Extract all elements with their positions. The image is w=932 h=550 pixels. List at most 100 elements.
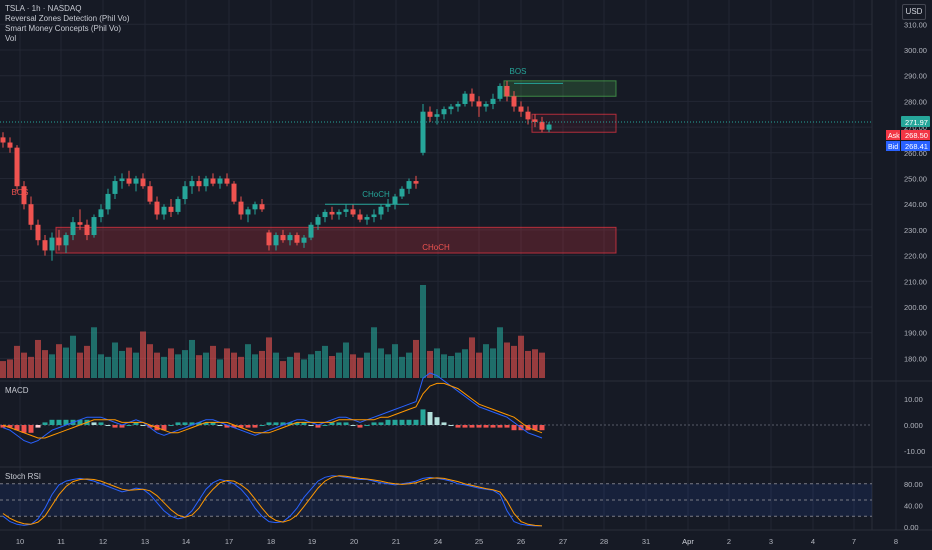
volume-bar bbox=[322, 345, 328, 378]
volume-bar bbox=[140, 331, 146, 378]
volume-bar bbox=[28, 356, 34, 378]
macd-hist-bar bbox=[105, 425, 111, 426]
macd-hist-bar bbox=[161, 425, 167, 431]
macd-hist-bar bbox=[168, 425, 174, 426]
macd-hist-bar bbox=[329, 422, 335, 425]
volume-bar bbox=[427, 350, 433, 378]
candle-body bbox=[7, 142, 13, 148]
macd-tick-label: -10.00 bbox=[904, 447, 925, 456]
volume-bar bbox=[357, 357, 363, 378]
ask-label: Ask bbox=[888, 133, 900, 140]
volume-bar bbox=[63, 347, 69, 378]
candle-body bbox=[273, 235, 279, 246]
volume-bar bbox=[448, 356, 454, 378]
candle-body bbox=[70, 222, 76, 236]
macd-hist-bar bbox=[427, 412, 433, 425]
bos-label-left: BOS bbox=[12, 188, 29, 197]
volume-bar bbox=[112, 342, 118, 378]
volume-bar bbox=[182, 350, 188, 378]
volume-bar bbox=[315, 350, 321, 378]
macd-hist-bar bbox=[336, 422, 342, 425]
macd-hist-bar bbox=[413, 419, 419, 425]
candle-body bbox=[518, 106, 524, 112]
candle-body bbox=[371, 214, 377, 218]
bid-price: 268.41 bbox=[905, 142, 928, 151]
volume-bar bbox=[469, 337, 475, 378]
candle-body bbox=[161, 206, 167, 215]
time-tick-label: 31 bbox=[642, 537, 650, 546]
macd-hist-bar bbox=[343, 422, 349, 425]
macd-hist-bar bbox=[245, 425, 251, 428]
candle-body bbox=[294, 235, 300, 243]
macd-hist-bar bbox=[294, 422, 300, 425]
volume-bar bbox=[462, 349, 468, 378]
bos-label: BOS bbox=[510, 67, 527, 76]
time-tick-label: 11 bbox=[57, 537, 65, 546]
candle-body bbox=[511, 96, 517, 107]
candle-body bbox=[42, 240, 48, 251]
volume-bar bbox=[294, 352, 300, 378]
volume-bar bbox=[224, 348, 230, 378]
macd-line bbox=[2, 372, 543, 444]
macd-hist-bar bbox=[140, 425, 146, 426]
stoch-rsi-label[interactable]: Stoch RSI bbox=[5, 472, 42, 481]
currency-button[interactable]: USD bbox=[902, 4, 926, 20]
volume-bar bbox=[252, 354, 258, 378]
macd-hist-bar bbox=[56, 419, 62, 425]
candle-body bbox=[154, 201, 160, 215]
volume-bar bbox=[518, 335, 524, 378]
candle-body bbox=[539, 121, 545, 130]
candle-body bbox=[189, 181, 195, 187]
volume-bar bbox=[49, 354, 55, 378]
price-tick-label: 290.00 bbox=[904, 72, 927, 81]
time-tick-label: 12 bbox=[99, 537, 107, 546]
macd-hist-bar bbox=[273, 422, 279, 425]
macd-hist-bar bbox=[392, 419, 398, 425]
macd-hist-bar bbox=[420, 409, 426, 425]
macd-hist-bar bbox=[259, 425, 265, 426]
candle-body bbox=[497, 85, 503, 99]
macd-hist-bar bbox=[252, 425, 258, 428]
time-tick-label: Apr bbox=[682, 537, 694, 546]
candle-body bbox=[224, 178, 230, 184]
symbol-line[interactable]: TSLA · 1h · NASDAQ bbox=[5, 4, 82, 13]
indicator-volume[interactable]: Vol bbox=[5, 34, 17, 43]
candle-body bbox=[434, 114, 440, 117]
macd-hist-bar bbox=[182, 422, 188, 425]
candle-body bbox=[98, 209, 104, 218]
macd-hist-bar bbox=[399, 419, 405, 425]
volume-bar bbox=[196, 355, 202, 378]
demand-zone bbox=[55, 226, 617, 254]
candle-body bbox=[77, 222, 83, 225]
indicator-reversal-zones[interactable]: Reversal Zones Detection (Phil Vo) bbox=[5, 14, 130, 23]
candle-body bbox=[28, 204, 34, 225]
time-tick-label: 21 bbox=[392, 537, 400, 546]
volume-bar bbox=[154, 352, 160, 378]
macd-hist-bar bbox=[532, 425, 538, 431]
macd-hist-bar bbox=[448, 425, 454, 426]
candle-body bbox=[406, 181, 412, 189]
volume-bar bbox=[217, 359, 223, 378]
volume-bar bbox=[105, 356, 111, 378]
volume-bar bbox=[539, 352, 545, 378]
indicator-smart-money[interactable]: Smart Money Concepts (Phil Vo) bbox=[5, 24, 122, 33]
volume-bar bbox=[476, 352, 482, 378]
price-tick-label: 230.00 bbox=[904, 226, 927, 235]
macd-hist-bar bbox=[112, 425, 118, 428]
volume-bar bbox=[371, 327, 377, 378]
stoch-tick-label: 80.00 bbox=[904, 480, 923, 489]
macd-hist-bar bbox=[49, 419, 55, 425]
candle-body bbox=[308, 224, 314, 238]
price-tick-label: 210.00 bbox=[904, 277, 927, 286]
volume-bar bbox=[126, 347, 132, 378]
time-tick-label: 27 bbox=[559, 537, 567, 546]
volume-bar bbox=[0, 361, 6, 378]
macd-hist-bar bbox=[91, 422, 97, 425]
macd-hist-bar bbox=[315, 425, 321, 428]
macd-label[interactable]: MACD bbox=[5, 386, 29, 395]
time-tick-label: 7 bbox=[852, 537, 856, 546]
macd-hist-bar bbox=[126, 425, 132, 426]
candle-body bbox=[385, 204, 391, 207]
